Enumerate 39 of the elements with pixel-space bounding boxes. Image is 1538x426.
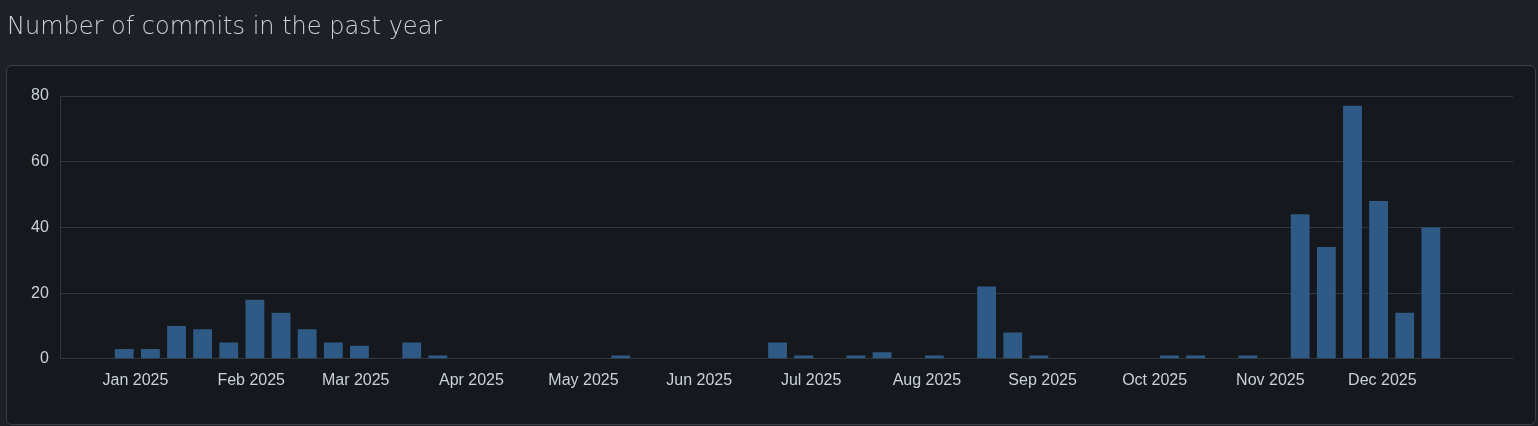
bar — [1003, 332, 1023, 359]
bar — [323, 342, 343, 359]
x-tick-label: Apr 2025 — [438, 370, 505, 388]
y-tick-label: 0 — [39, 349, 49, 367]
bar — [1316, 247, 1336, 359]
bar — [1369, 201, 1389, 359]
bar — [140, 348, 160, 359]
bar — [297, 329, 317, 359]
y-tick-label: 80 — [31, 86, 49, 104]
bar — [768, 342, 787, 359]
bar — [350, 345, 369, 359]
chart-title: Number of commits in the past year — [7, 12, 443, 40]
bar — [245, 299, 265, 359]
x-tick-label: Nov 2025 — [1236, 370, 1305, 388]
x-tick-label: Jun 2025 — [666, 370, 733, 388]
bar — [1290, 214, 1310, 359]
y-tick-label: 40 — [31, 217, 49, 235]
x-tick-label: Jul 2025 — [780, 370, 842, 388]
y-tick-label: 20 — [31, 283, 49, 301]
x-tick-label: Feb 2025 — [217, 370, 286, 388]
bar — [114, 348, 134, 359]
bar — [193, 329, 213, 359]
bar — [1395, 312, 1415, 359]
x-tick-label: May 2025 — [548, 370, 619, 388]
bar — [219, 342, 239, 359]
y-tick-label: 60 — [31, 152, 49, 170]
x-tick-label: Dec 2025 — [1348, 370, 1417, 388]
x-tick-label: Mar 2025 — [321, 370, 390, 388]
x-tick-label: Sep 2025 — [1008, 370, 1077, 388]
x-tick-label: Oct 2025 — [1122, 370, 1188, 388]
bar — [1421, 227, 1441, 359]
x-tick-label: Jan 2025 — [102, 370, 169, 388]
bar — [872, 352, 892, 359]
bar — [271, 312, 291, 359]
bar — [977, 286, 997, 359]
bar — [1343, 105, 1362, 359]
x-tick-label: Aug 2025 — [892, 370, 962, 388]
bar — [402, 342, 422, 359]
bar — [167, 325, 186, 359]
